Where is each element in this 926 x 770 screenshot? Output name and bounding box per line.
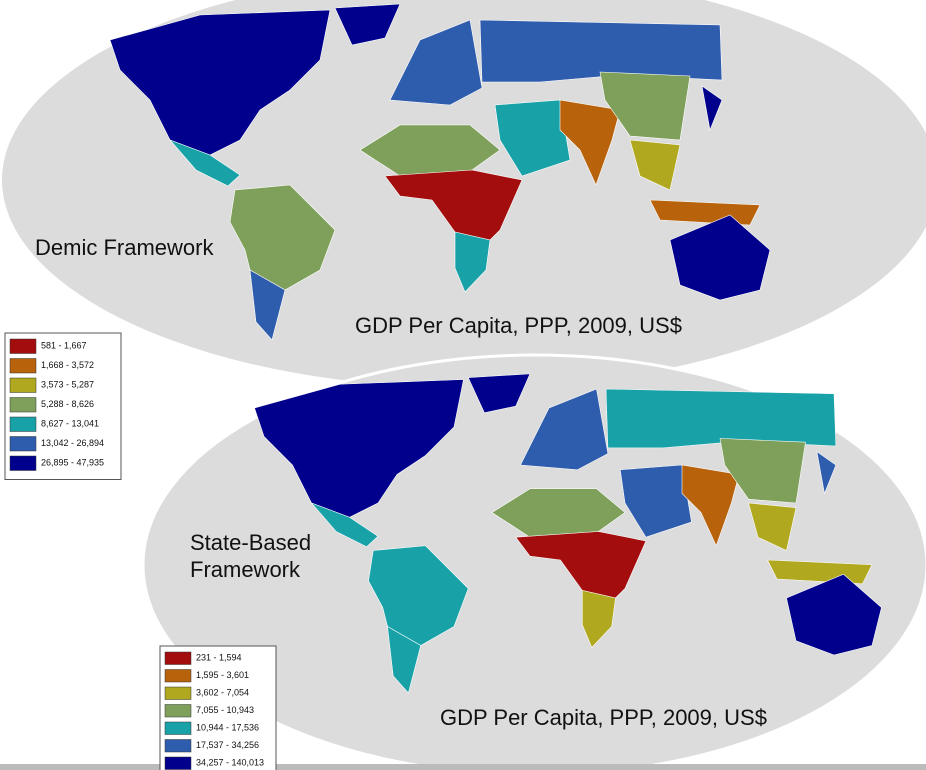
- region: [599, 71, 691, 141]
- legend-label: 5,288 - 8,626: [41, 399, 94, 409]
- legend-swatch: [9, 377, 37, 393]
- region: [669, 214, 771, 301]
- region: [581, 590, 616, 648]
- legend-label: 231 - 1,594: [196, 653, 242, 663]
- region: [701, 85, 723, 132]
- legend-swatch: [9, 397, 37, 413]
- legend-swatch: [164, 651, 192, 665]
- region: [311, 502, 379, 548]
- map-caption: GDP Per Capita, PPP, 2009, US$: [440, 705, 767, 730]
- legend-label: 17,537 - 34,256: [196, 740, 259, 750]
- region: [109, 9, 331, 156]
- region: [786, 573, 882, 656]
- legend: 581 - 1,667 1,668 - 3,572 3,573 - 5,287 5,2…: [4, 332, 122, 480]
- bottom-bar: [0, 764, 926, 770]
- region: [816, 451, 837, 495]
- legend-label: 3,602 - 7,054: [196, 688, 249, 698]
- legend-swatch: [164, 739, 192, 753]
- region: [748, 502, 797, 551]
- map-label: State-Based: [190, 530, 311, 555]
- legend-swatch: [164, 721, 192, 735]
- legend-label: 8,627 - 13,041: [41, 419, 99, 429]
- world-map: [109, 3, 771, 341]
- region: [719, 438, 806, 504]
- legend-swatch: [9, 455, 37, 471]
- region: [387, 625, 422, 694]
- region: [254, 379, 464, 518]
- legend: 231 - 1,594 1,595 - 3,601 3,602 - 7,054 7,0…: [159, 645, 277, 770]
- legend-label: 10,944 - 17,536: [196, 723, 259, 733]
- legend-label: 581 - 1,667: [41, 341, 87, 351]
- region: [494, 99, 571, 177]
- region: [520, 388, 609, 471]
- legend-swatch: [9, 416, 37, 432]
- legend-swatch: [164, 704, 192, 718]
- region: [454, 231, 491, 293]
- legend-swatch: [164, 686, 192, 700]
- legend-label: 26,895 - 47,935: [41, 458, 104, 468]
- legend-swatch: [9, 358, 37, 374]
- legend-swatch: [164, 669, 192, 683]
- region: [467, 373, 531, 414]
- map-label: Demic Framework: [35, 235, 214, 260]
- region: [389, 19, 483, 106]
- legend-label: 1,668 - 3,572: [41, 360, 94, 370]
- legend-label: 13,042 - 26,894: [41, 438, 104, 448]
- legend-label: 3,573 - 5,287: [41, 380, 94, 390]
- map-label: Framework: [190, 557, 301, 582]
- legend-label: 1,595 - 3,601: [196, 670, 249, 680]
- legend-swatch: [164, 756, 192, 770]
- world-map: [254, 373, 882, 694]
- legend-label: 34,257 - 140,013: [196, 758, 264, 768]
- region: [169, 139, 241, 187]
- region: [619, 464, 692, 538]
- legend-swatch: [9, 436, 37, 452]
- map-caption: GDP Per Capita, PPP, 2009, US$: [355, 313, 682, 338]
- region: [334, 3, 401, 46]
- region: [249, 269, 286, 341]
- legend-label: 7,055 - 10,943: [196, 705, 254, 715]
- region: [629, 139, 681, 191]
- legend-swatch: [9, 338, 37, 354]
